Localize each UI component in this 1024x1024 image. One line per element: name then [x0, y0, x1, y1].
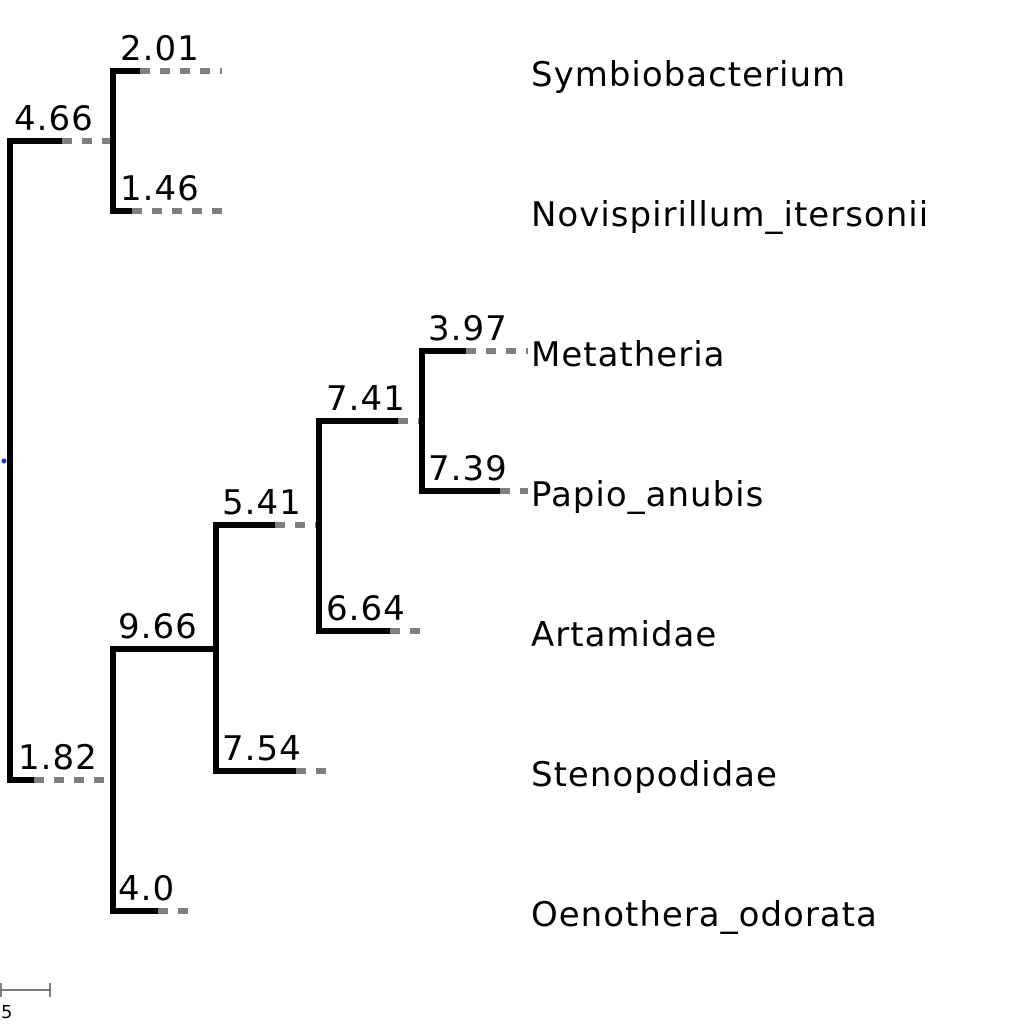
- leaf-label-novispirillum: Novispirillum_itersonii: [531, 195, 929, 235]
- branch-length-oenothera: 4.0: [118, 869, 175, 909]
- branch-length-clade-sn: 4.66: [14, 99, 94, 139]
- branch-length-novispirillum: 1.46: [120, 169, 200, 209]
- scale-bar-label: 5: [1, 1002, 12, 1023]
- branch-length-papio: 7.39: [428, 449, 508, 489]
- branch-length-clade-mpa: 5.41: [222, 483, 302, 523]
- branch-length-symbiobacterium: 2.01: [120, 29, 200, 69]
- branch-length-stenopodidae: 7.54: [222, 729, 302, 769]
- root-node-marker: [1, 458, 7, 464]
- leaf-label-artamidae: Artamidae: [531, 615, 717, 655]
- leaf-label-metatheria: Metatheria: [531, 335, 725, 375]
- branch-length-clade-mp: 7.41: [326, 379, 406, 419]
- leaf-label-oenothera: Oenothera_odorata: [531, 895, 878, 935]
- leaf-label-symbiobacterium: Symbiobacterium: [531, 55, 846, 95]
- branch-length-metatheria: 3.97: [428, 309, 508, 349]
- branch-length-clade-mpas: 9.66: [118, 607, 198, 647]
- leaf-label-papio: Papio_anubis: [531, 475, 764, 515]
- branch-length-artamidae: 6.64: [326, 589, 406, 629]
- leaf-label-stenopodidae: Stenopodidae: [531, 755, 778, 795]
- scale-bar: 5: [0, 983, 51, 1023]
- branch-length-clade-mpaso: 1.82: [18, 738, 98, 778]
